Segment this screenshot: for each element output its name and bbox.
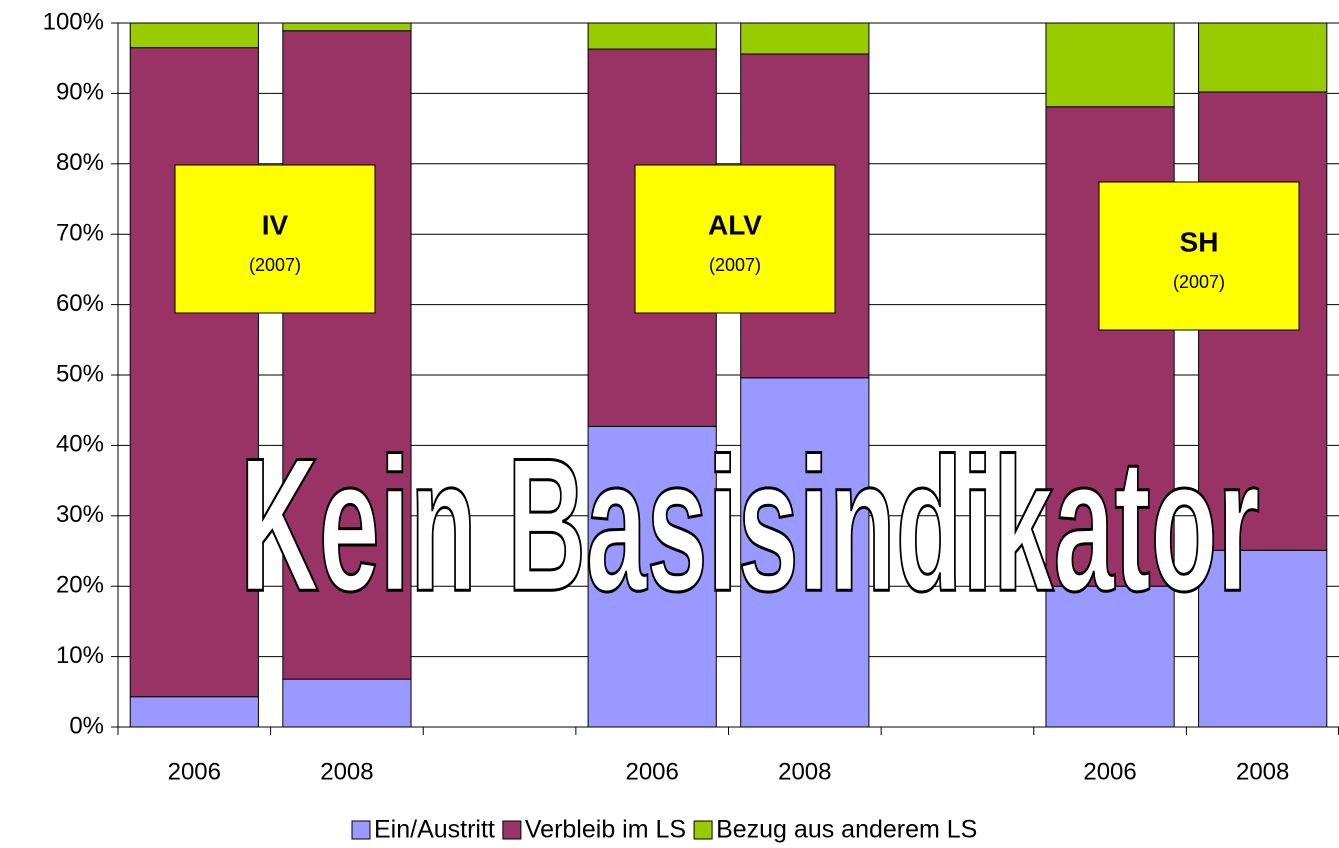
y-tick-label: 60% (56, 290, 104, 317)
bar-segment (129, 696, 259, 728)
y-tick-label: 30% (56, 501, 104, 528)
y-tick-label: 20% (56, 572, 104, 599)
bar-segment (282, 30, 412, 680)
y-tick-label: 70% (56, 220, 104, 247)
y-tick-label: 10% (56, 642, 104, 669)
bar-segment (282, 22, 412, 32)
annotation-subtitle: (2007) (1173, 272, 1225, 292)
legend-swatch (351, 820, 371, 840)
watermark: Kein Basisindikator (240, 419, 1260, 631)
bar-segment (282, 678, 412, 728)
annotation-title: IV (262, 209, 289, 240)
legend-swatch (693, 820, 713, 840)
legend-swatch (502, 820, 522, 840)
legend-frame (348, 812, 982, 848)
x-tick-label: 2008 (320, 758, 373, 785)
bar-segment (740, 22, 870, 55)
x-tick-label: 2006 (168, 758, 221, 785)
legend: Ein/Austritt Verbleib im LS Bezug aus ande… (348, 812, 982, 848)
annotation-box (634, 164, 836, 314)
y-tick-label: 0% (69, 712, 104, 739)
annotation-box (1098, 181, 1300, 331)
legend-label: Verbleib im LS (525, 816, 686, 844)
legend-label: Bezug aus anderem LS (716, 816, 977, 844)
annotation-title: ALV (708, 209, 762, 240)
x-tick-label: 2006 (1083, 758, 1136, 785)
y-tick-label: 40% (56, 431, 104, 458)
bar-segment (587, 425, 717, 728)
bar-segment (1045, 22, 1175, 108)
y-tick-label: 100% (43, 8, 104, 35)
x-tick-label: 2008 (1236, 758, 1289, 785)
x-tick-label: 2008 (778, 758, 831, 785)
y-tick-label: 90% (56, 79, 104, 106)
annotation-box (174, 164, 376, 314)
annotation-subtitle: (2007) (249, 255, 301, 275)
bar-segment (129, 22, 259, 49)
bar-segment (740, 377, 870, 728)
bar-segment (587, 22, 717, 50)
bar-segment (1045, 585, 1175, 728)
x-tick-label: 2006 (625, 758, 678, 785)
bar-segment (129, 47, 259, 698)
annotation-title: SH (1180, 226, 1219, 257)
bar-segment (1198, 22, 1328, 93)
y-tick-label: 50% (56, 360, 104, 387)
bar-segment (1198, 549, 1328, 728)
legend-label: Ein/Austritt (374, 816, 495, 844)
y-tick-label: 80% (56, 149, 104, 176)
annotation-subtitle: (2007) (709, 255, 761, 275)
